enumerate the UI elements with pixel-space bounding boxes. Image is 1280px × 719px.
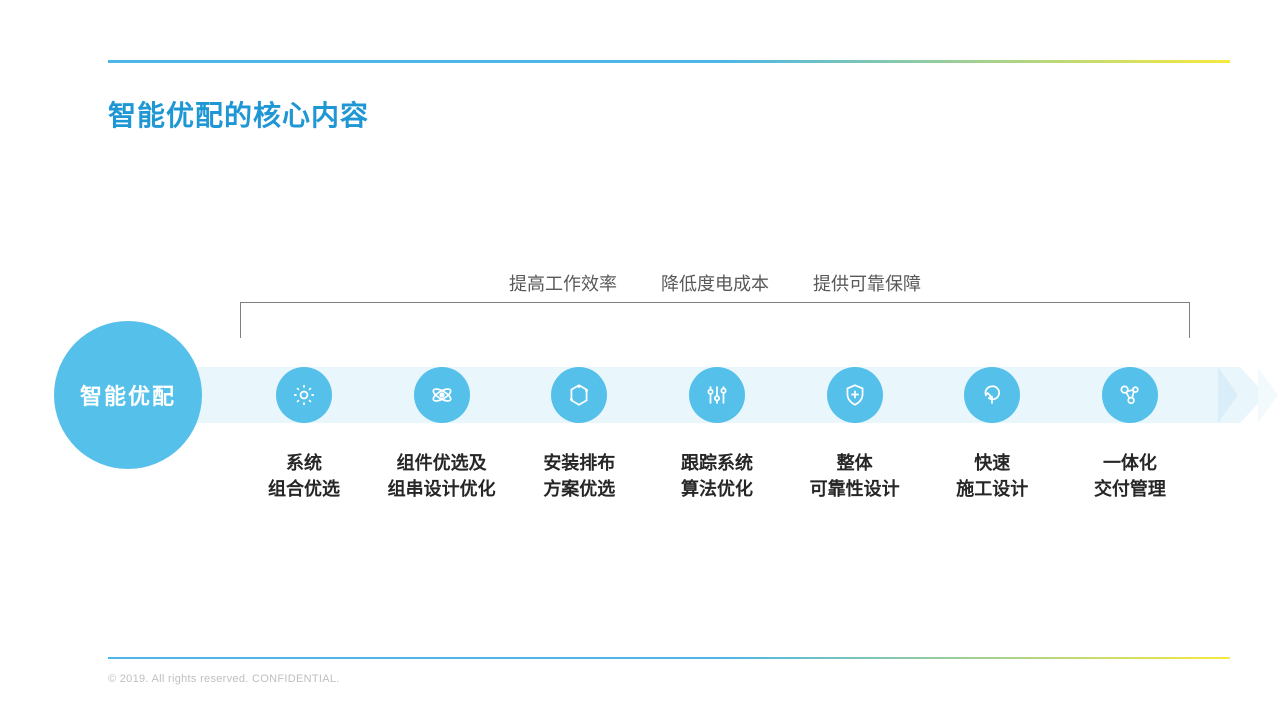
benefit-label: 提高工作效率 [509,270,617,296]
footer-text: © 2019. All rights reserved. CONFIDENTIA… [108,673,340,685]
shield-icon [827,367,883,423]
step-label: 组件优选及组串设计优化 [382,450,502,502]
hub-circle: 智能优配 [54,321,202,469]
atom-icon [414,367,470,423]
step-label: 跟踪系统算法优化 [657,450,777,502]
benefit-label: 降低度电成本 [661,270,769,296]
step-node [657,367,777,423]
sliders-icon [689,367,745,423]
nodes-icon [1102,367,1158,423]
step-node [519,367,639,423]
step-row [244,355,1190,435]
bottom-divider [108,657,1230,659]
process-band: 智能优配 [54,355,1240,435]
page-title: 智能优配的核心内容 [108,94,369,134]
step-labels-row: 系统组合优选 组件优选及组串设计优化 安装排布方案优选 跟踪系统算法优化 整体可… [244,450,1190,502]
step-label: 系统组合优选 [244,450,364,502]
step-label: 快速施工设计 [932,450,1052,502]
bracket-line [240,302,1190,338]
step-node [1070,367,1190,423]
top-divider [108,60,1230,63]
hexagon-icon [551,367,607,423]
chevron-icon [1238,367,1258,423]
step-label: 一体化交付管理 [1070,450,1190,502]
chevron-icon [1258,367,1278,423]
wrench-icon [964,367,1020,423]
step-label: 整体可靠性设计 [795,450,915,502]
step-node [382,367,502,423]
hub-label: 智能优配 [80,379,176,411]
step-node [244,367,364,423]
chevron-icon [1218,367,1238,423]
step-node [795,367,915,423]
step-label: 安装排布方案优选 [519,450,639,502]
gear-icon [276,367,332,423]
step-node [932,367,1052,423]
benefit-labels: 提高工作效率 降低度电成本 提供可靠保障 [240,270,1190,296]
benefit-label: 提供可靠保障 [813,270,921,296]
